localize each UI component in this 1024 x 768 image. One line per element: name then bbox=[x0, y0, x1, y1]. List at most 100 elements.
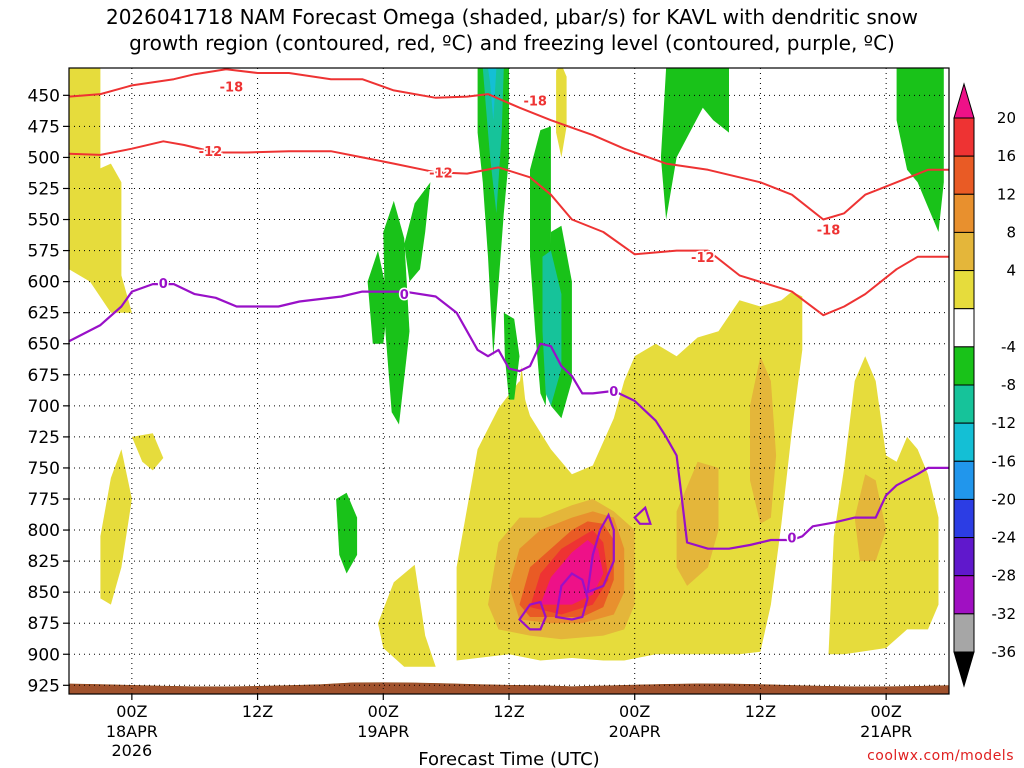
colorbar-legend: 20 16 12 8 4 -4 -8 -12 -16 -20 -24 -28 -32 -36 bbox=[953, 82, 1017, 688]
y-tick-label-900: 900 bbox=[28, 645, 60, 665]
y-tick-label-750: 750 bbox=[28, 459, 60, 479]
omega-region-7 bbox=[828, 356, 939, 655]
x-tick-label-24-0: 00Z bbox=[368, 702, 399, 721]
omega-region-2 bbox=[131, 433, 164, 471]
colorbar-bin-3 bbox=[953, 231, 975, 272]
dendritic-label-3: -12 bbox=[199, 145, 223, 160]
colorbar-bin-12 bbox=[953, 575, 975, 615]
colorbar-label-4: 4 bbox=[1006, 262, 1016, 280]
dendritic-label-5: -12 bbox=[691, 251, 715, 266]
omega-region-22 bbox=[367, 250, 389, 344]
colorbar-bin-2 bbox=[953, 193, 975, 233]
colorbar-label-2: 12 bbox=[997, 185, 1016, 203]
x-tick-label-36-0: 12Z bbox=[493, 702, 524, 721]
colorbar-bin-11 bbox=[953, 537, 975, 577]
colorbar-label-7: -12 bbox=[992, 414, 1017, 432]
omega-region-21 bbox=[383, 200, 410, 425]
colorbar-bin-8 bbox=[953, 422, 975, 462]
dendritic-contour-m18 bbox=[69, 68, 949, 221]
dendritic-contour-m12 bbox=[69, 140, 949, 317]
colorbar-label-10: -24 bbox=[992, 529, 1017, 547]
y-tick-label-525: 525 bbox=[28, 179, 60, 199]
x-tick-label-24-1: 19APR bbox=[357, 722, 409, 741]
y-tick-label-600: 600 bbox=[28, 273, 60, 293]
y-axis: 450 475 500 525 550 575 600 625 650 675 700 725 750 7… bbox=[28, 86, 69, 696]
x-tick-label-0-2: 2026 bbox=[111, 741, 152, 760]
dendritic-label-2: -18 bbox=[817, 223, 841, 238]
freezing-loop-2 bbox=[586, 512, 615, 594]
colorbar-label-3: 8 bbox=[1006, 223, 1016, 241]
y-tick-label-875: 875 bbox=[28, 614, 60, 634]
dendritic-label-0: -18 bbox=[220, 81, 244, 96]
colorbar-top-arrow bbox=[953, 82, 975, 119]
colorbar-label-13: -36 bbox=[992, 643, 1017, 661]
y-tick-label-775: 775 bbox=[28, 490, 60, 510]
omega-region-24 bbox=[503, 312, 520, 400]
colorbar-bin-6 bbox=[953, 346, 975, 386]
omega-region-8 bbox=[517, 366, 526, 499]
colorbar-label-0: 20 bbox=[997, 109, 1016, 127]
colorbar-label-5: -4 bbox=[1001, 338, 1016, 356]
y-tick-label-850: 850 bbox=[28, 583, 60, 603]
y-tick-label-800: 800 bbox=[28, 521, 60, 541]
colorbar-bin-9 bbox=[953, 460, 975, 500]
freezing-loop-0 bbox=[554, 572, 589, 621]
colorbar-bin-7 bbox=[953, 384, 975, 424]
omega-region-30 bbox=[488, 68, 497, 121]
colorbar-bin-10 bbox=[953, 498, 975, 539]
colorbar-label-8: -16 bbox=[992, 452, 1017, 470]
omega-region-23 bbox=[404, 182, 431, 282]
dendritic-label-4: -12 bbox=[429, 166, 453, 181]
x-tick-label-0-0: 00Z bbox=[116, 702, 147, 721]
colorbar-label-11: -28 bbox=[992, 567, 1017, 585]
x-tick-label-0-1: 18APR bbox=[106, 722, 158, 741]
dendritic-label-1: -18 bbox=[523, 94, 547, 109]
x-tick-label-48-0: 00Z bbox=[619, 702, 650, 721]
y-tick-label-725: 725 bbox=[28, 428, 60, 448]
colorbar-bin-0 bbox=[953, 117, 975, 157]
freezing-label-0: 0 bbox=[159, 277, 168, 292]
freezing-label-2: 0 bbox=[609, 385, 618, 400]
colorbar-bin-13 bbox=[953, 613, 975, 653]
colorbar-label-1: 16 bbox=[997, 147, 1016, 165]
colorbar-bottom-arrow bbox=[953, 651, 975, 688]
y-tick-label-475: 475 bbox=[28, 117, 60, 137]
y-tick-label-625: 625 bbox=[28, 304, 60, 324]
omega-region-12 bbox=[750, 356, 777, 524]
freezing-label-1: 0 bbox=[400, 288, 409, 303]
x-tick-label-12-0: 12Z bbox=[242, 702, 273, 721]
chart-title: 2026041718 NAM Forecast Omega (shaded, μ… bbox=[0, 4, 1024, 56]
colorbar-bin-5 bbox=[953, 308, 975, 348]
omega-region-9 bbox=[556, 68, 567, 158]
contour-lines: -18 -18 -18 -12 -12 -12 0 0 0 0 bbox=[69, 68, 949, 631]
omega-region-3 bbox=[100, 449, 132, 605]
x-tick-label-72-0: 00Z bbox=[870, 702, 901, 721]
omega-shading bbox=[69, 68, 944, 667]
omega-region-1 bbox=[69, 163, 132, 313]
omega-region-11 bbox=[676, 461, 719, 586]
x-axis-title: Forecast Time (UTC) bbox=[418, 749, 599, 768]
colorbar-bin-4 bbox=[953, 270, 975, 310]
y-tick-label-450: 450 bbox=[28, 86, 60, 106]
colorbar-label-6: -8 bbox=[1001, 376, 1016, 394]
y-tick-label-675: 675 bbox=[28, 366, 60, 386]
omega-region-28 bbox=[482, 68, 504, 214]
x-tick-label-48-1: 20APR bbox=[609, 722, 661, 741]
y-tick-label-925: 925 bbox=[28, 676, 60, 696]
credit-text: coolwx.com/models bbox=[867, 748, 1014, 764]
title-line-2: growth region (contoured, red, ºC) and f… bbox=[129, 31, 895, 55]
y-tick-label-550: 550 bbox=[28, 211, 60, 231]
y-tick-label-500: 500 bbox=[28, 148, 60, 168]
omega-region-27 bbox=[896, 68, 944, 232]
x-tick-label-60-0: 12Z bbox=[745, 702, 776, 721]
freezing-level-contour bbox=[69, 283, 949, 550]
title-line-1: 2026041718 NAM Forecast Omega (shaded, μ… bbox=[105, 5, 919, 29]
omega-region-0 bbox=[69, 68, 101, 183]
grid-lines bbox=[69, 68, 949, 694]
omega-region-29 bbox=[542, 250, 562, 406]
colorbar-bin-1 bbox=[953, 155, 975, 195]
y-tick-label-825: 825 bbox=[28, 552, 60, 572]
colorbar-label-12: -32 bbox=[992, 605, 1017, 623]
